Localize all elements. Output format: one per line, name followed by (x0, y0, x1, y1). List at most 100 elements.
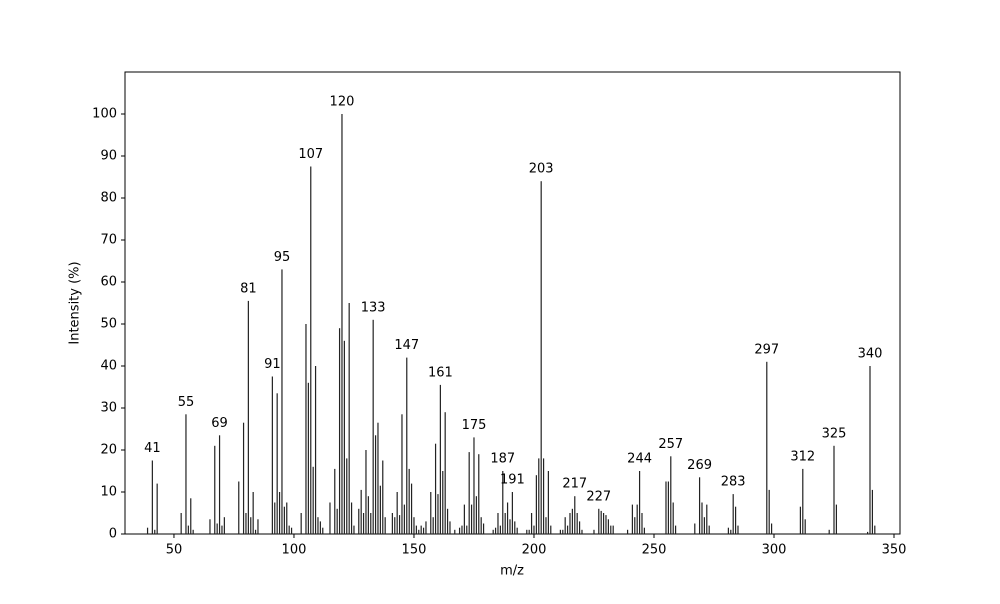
bar (492, 529, 494, 534)
bar (391, 513, 393, 534)
peak-label: 227 (586, 489, 611, 504)
bar (420, 525, 422, 534)
bar (209, 519, 211, 534)
peak-label: 41 (144, 441, 161, 456)
bar (598, 508, 600, 534)
bar (358, 508, 360, 534)
bar (514, 521, 516, 534)
bar (670, 456, 672, 534)
peak-label: 340 (858, 347, 883, 362)
bar (377, 422, 379, 534)
x-tick-label: 250 (642, 543, 667, 558)
bar (221, 525, 223, 534)
bar (497, 513, 499, 534)
bar (701, 502, 703, 534)
bar (461, 525, 463, 534)
bar (540, 181, 542, 534)
bar (300, 513, 302, 534)
bar (382, 460, 384, 534)
bar (835, 504, 837, 534)
bar (278, 492, 281, 534)
peak-label: 133 (361, 300, 386, 315)
bar (528, 529, 530, 534)
bar (245, 513, 247, 534)
bar (869, 366, 871, 534)
bar (502, 471, 504, 534)
bar (247, 300, 249, 534)
bar (288, 525, 290, 534)
bar (538, 458, 540, 534)
bar (406, 357, 408, 534)
bar (634, 517, 636, 534)
bar (401, 414, 403, 534)
bar (238, 481, 240, 534)
bar (370, 513, 372, 534)
bar (274, 502, 276, 534)
bar (151, 460, 153, 534)
bar (214, 445, 216, 534)
bar (768, 489, 770, 534)
bar (425, 521, 427, 534)
bar (394, 517, 396, 534)
bar (600, 510, 602, 534)
peak-label: 81 (240, 281, 257, 296)
x-tick-label: 100 (282, 543, 307, 558)
bar (348, 303, 350, 534)
bar (372, 319, 374, 534)
bar (341, 114, 343, 534)
bar (418, 529, 420, 534)
bar (367, 496, 369, 534)
bar (605, 515, 607, 534)
bar (310, 166, 312, 534)
bar (449, 521, 451, 534)
bar (346, 458, 348, 534)
bar (480, 517, 482, 534)
bar (734, 506, 737, 534)
bar (766, 361, 768, 534)
bar (698, 477, 701, 534)
bar (458, 527, 461, 534)
bar (271, 376, 273, 534)
bar (322, 527, 324, 534)
bar (802, 468, 804, 534)
bar (631, 504, 633, 534)
bar (283, 506, 285, 534)
bar (446, 508, 449, 534)
bar (473, 437, 475, 534)
bar (612, 525, 614, 534)
bar (187, 525, 189, 534)
bar (866, 531, 869, 534)
bar (338, 328, 341, 534)
bar (607, 519, 609, 534)
bar (559, 529, 561, 534)
bar (218, 435, 221, 534)
bar (216, 523, 218, 534)
bar (374, 435, 377, 534)
bar (770, 523, 773, 534)
bar (641, 513, 643, 534)
peak-label: 312 (790, 449, 815, 464)
bar (437, 494, 439, 534)
bar (413, 517, 415, 534)
bar (281, 269, 283, 534)
bar (444, 412, 446, 534)
bar (571, 508, 573, 534)
bar (379, 485, 381, 534)
bar (804, 519, 806, 534)
x-tick-label: 150 (402, 543, 427, 558)
bar (180, 513, 182, 534)
bar (638, 471, 641, 534)
bar (547, 471, 549, 534)
peak-label: 69 (211, 416, 228, 431)
bar (593, 529, 595, 534)
y-tick-label: 10 (100, 485, 117, 500)
bar (365, 450, 367, 534)
bar (694, 523, 696, 534)
bar (504, 513, 506, 534)
bar (574, 496, 576, 534)
peak-label: 283 (721, 475, 746, 490)
bar (384, 517, 386, 534)
bar (665, 481, 667, 534)
bar (254, 529, 257, 534)
bar (329, 502, 331, 534)
